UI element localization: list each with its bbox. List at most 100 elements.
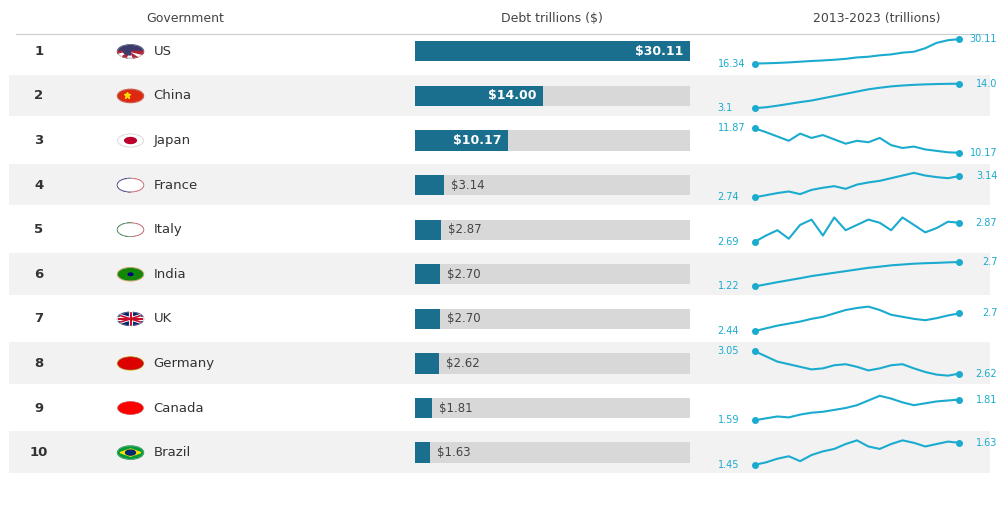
Bar (415, 309, 690, 329)
Text: 1.81: 1.81 (976, 395, 997, 404)
Text: 2.62: 2.62 (976, 369, 997, 378)
Bar (415, 398, 432, 418)
Text: Japan: Japan (153, 134, 191, 147)
Circle shape (118, 178, 143, 192)
Text: 2: 2 (34, 89, 43, 103)
Wedge shape (118, 223, 131, 236)
Text: $1.81: $1.81 (439, 401, 472, 415)
Wedge shape (119, 51, 131, 56)
Text: 8: 8 (34, 357, 43, 370)
Text: 10: 10 (29, 446, 48, 459)
Wedge shape (131, 51, 139, 58)
Bar (9, 208, 990, 250)
Text: 4: 4 (34, 179, 43, 192)
Bar (9, 164, 990, 205)
Text: 2.69: 2.69 (718, 237, 739, 247)
Text: 3: 3 (34, 134, 43, 147)
Bar (415, 131, 508, 151)
Text: Italy: Italy (153, 223, 182, 236)
Wedge shape (131, 51, 143, 54)
Circle shape (118, 446, 143, 459)
Text: $2.70: $2.70 (447, 312, 480, 325)
Text: Government: Government (146, 12, 224, 25)
Bar (415, 309, 440, 329)
Text: 30.11: 30.11 (970, 34, 997, 44)
Text: $14.00: $14.00 (488, 89, 537, 103)
Text: 7: 7 (34, 312, 43, 325)
Text: UK: UK (153, 312, 172, 325)
Circle shape (118, 134, 143, 147)
Text: US: US (153, 45, 171, 58)
Bar (9, 30, 990, 72)
Text: 11.87: 11.87 (718, 123, 745, 133)
Text: 2.87: 2.87 (976, 218, 997, 228)
Circle shape (118, 401, 143, 415)
Circle shape (118, 312, 143, 326)
Text: 1: 1 (34, 45, 43, 58)
Text: 2.74: 2.74 (718, 193, 739, 202)
Circle shape (126, 450, 135, 455)
Text: $2.62: $2.62 (446, 357, 480, 370)
Polygon shape (120, 449, 141, 456)
Bar (415, 86, 690, 106)
Text: 3.05: 3.05 (718, 346, 739, 356)
Text: 1.45: 1.45 (718, 460, 739, 470)
Bar (9, 119, 990, 161)
Text: Brazil: Brazil (153, 446, 191, 459)
Text: 16.34: 16.34 (718, 58, 745, 69)
Circle shape (118, 89, 143, 103)
Wedge shape (128, 51, 133, 58)
Bar (9, 387, 990, 428)
Circle shape (118, 268, 143, 281)
Wedge shape (118, 178, 131, 192)
Bar (415, 86, 543, 106)
Text: 1.63: 1.63 (976, 438, 997, 448)
Text: 10.17: 10.17 (970, 148, 997, 158)
Bar (9, 253, 990, 295)
Bar (415, 264, 690, 284)
Text: 2.44: 2.44 (718, 326, 739, 336)
Bar (415, 442, 690, 463)
Bar (415, 131, 690, 151)
Bar (9, 342, 990, 384)
Text: India: India (153, 268, 186, 281)
Wedge shape (118, 51, 131, 54)
FancyBboxPatch shape (0, 249, 443, 508)
Text: 2013-2023 (trillions): 2013-2023 (trillions) (813, 12, 941, 25)
FancyBboxPatch shape (0, 26, 432, 344)
Text: $3.14: $3.14 (451, 179, 484, 192)
Wedge shape (123, 48, 131, 55)
Text: Germany: Germany (153, 357, 215, 370)
FancyBboxPatch shape (0, 120, 443, 428)
Text: 2.7: 2.7 (982, 308, 997, 319)
Text: $1.63: $1.63 (437, 446, 471, 459)
Bar (415, 219, 690, 240)
Bar (9, 75, 990, 116)
Text: $10.17: $10.17 (453, 134, 502, 147)
Text: 2.7: 2.7 (982, 257, 997, 267)
Bar (415, 175, 690, 195)
Text: 3.1: 3.1 (718, 103, 733, 113)
Circle shape (118, 223, 143, 236)
Text: 9: 9 (34, 401, 43, 415)
FancyBboxPatch shape (0, 71, 432, 388)
Bar (415, 353, 690, 373)
Bar (9, 431, 990, 473)
Text: 1.59: 1.59 (718, 415, 739, 425)
Text: $2.70: $2.70 (447, 268, 480, 281)
Bar (415, 41, 690, 61)
Bar (415, 398, 690, 418)
Circle shape (118, 45, 143, 58)
FancyBboxPatch shape (0, 210, 443, 508)
Text: 5: 5 (34, 223, 43, 236)
Text: Canada: Canada (153, 401, 204, 415)
FancyBboxPatch shape (0, 249, 426, 508)
Text: China: China (153, 89, 192, 103)
Text: 14.0: 14.0 (976, 79, 997, 89)
Text: 6: 6 (34, 268, 43, 281)
Text: France: France (153, 179, 198, 192)
Circle shape (127, 406, 134, 410)
FancyBboxPatch shape (0, 205, 443, 508)
Circle shape (128, 273, 133, 275)
Bar (415, 264, 440, 284)
